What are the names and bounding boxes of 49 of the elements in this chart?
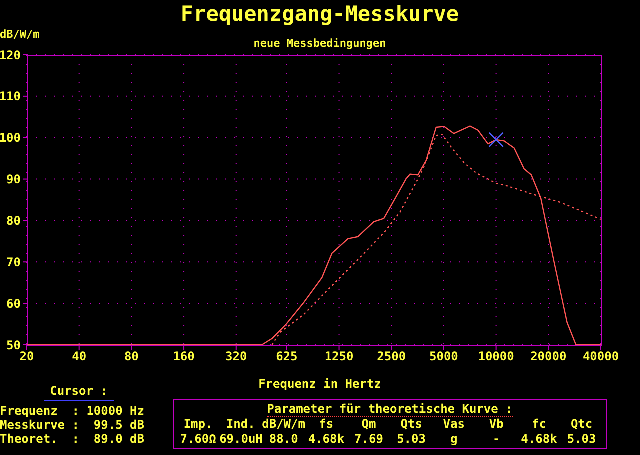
- y-tick-label: 60: [6, 296, 21, 311]
- y-tick-label: 70: [6, 255, 21, 270]
- text: Messkurve : 99.5 dB: [0, 418, 144, 432]
- text: Theoret. : 89.0 dB: [0, 432, 144, 446]
- chart-title: Frequenzgang-Messkurve: [180, 2, 460, 26]
- text: dB/W/m: [262, 417, 306, 431]
- x-tick-label: 40000: [582, 350, 620, 364]
- text: 88.0: [268, 432, 300, 446]
- y-tick-label: 50: [6, 338, 21, 352]
- y-tick-label: 120: [0, 48, 21, 62]
- text: Qtc: [570, 417, 594, 431]
- x-tick-label: 625: [276, 350, 298, 364]
- text: Vb: [488, 417, 505, 431]
- text: Imp.: [182, 417, 214, 431]
- text: Parameter für theoretische Kurve :: [267, 402, 513, 417]
- text: Frequenz : 10000 Hz: [0, 404, 144, 418]
- text: -: [492, 432, 502, 446]
- text: 7.69: [354, 432, 384, 446]
- text: 7.60Ω: [179, 432, 218, 446]
- text: Vas: [442, 417, 466, 431]
- y-tick-label: 100: [0, 131, 21, 146]
- x-tick-label: 20: [20, 350, 34, 364]
- text: Ind.: [225, 417, 256, 431]
- text: 4.68k: [307, 432, 346, 446]
- x-tick-label: 160: [173, 350, 195, 364]
- text: 5.03: [396, 432, 427, 446]
- text: g: [449, 432, 459, 446]
- text: 5.03: [566, 432, 598, 446]
- x-tick-label: 320: [226, 350, 248, 364]
- x-tick-label: 5000: [430, 350, 458, 364]
- x-tick-label: 20000: [530, 350, 567, 364]
- x-tick-label: 1250: [324, 350, 354, 364]
- text: 4.68k: [520, 432, 558, 446]
- y-axis-title: dB/W/m: [0, 28, 40, 41]
- text: Qm: [360, 417, 378, 431]
- text: Qts: [400, 417, 424, 431]
- chart-subtitle: neue Messbedingungen: [254, 37, 386, 50]
- text: fs: [318, 417, 335, 431]
- x-tick-label: 80: [124, 350, 139, 364]
- x-tick-label: 2500: [377, 350, 406, 364]
- text: Cursor :: [44, 384, 114, 401]
- x-tick-label: 10000: [478, 350, 514, 364]
- x-tick-label: 40: [72, 350, 87, 364]
- y-tick-label: 110: [0, 90, 21, 104]
- text: fc: [530, 417, 548, 431]
- y-tick-label: 90: [6, 172, 21, 187]
- x-axis-title: Frequenz in Hertz: [258, 377, 382, 391]
- text: 69.0uH: [220, 432, 263, 446]
- y-tick-label: 80: [6, 214, 21, 228]
